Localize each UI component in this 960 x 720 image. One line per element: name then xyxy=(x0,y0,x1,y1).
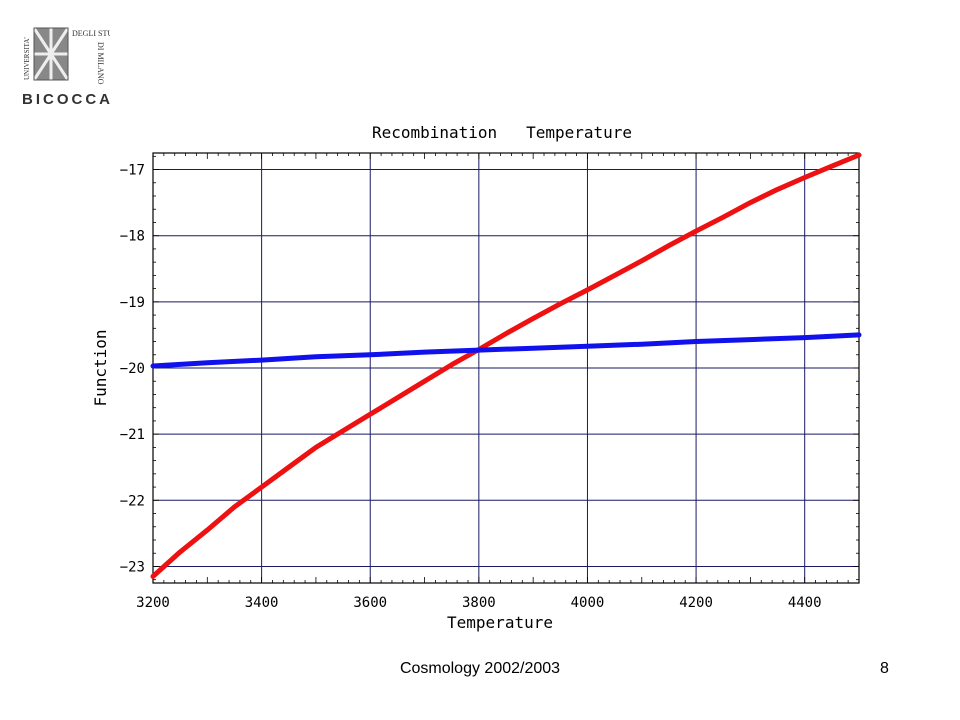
x-tick-label: 3800 xyxy=(462,595,496,611)
x-tick-label: 3400 xyxy=(245,595,279,611)
x-tick-label: 3600 xyxy=(353,595,387,611)
university-logo: UNIVERSITA' DEGLI STUDI DI MILANO BICOCC… xyxy=(22,27,110,108)
footer-course-title: Cosmology 2002/2003 xyxy=(399,660,561,677)
logo-text-bicocca: BICOCCA xyxy=(22,91,110,108)
y-tick-label: −22 xyxy=(120,493,145,509)
data-series xyxy=(150,152,862,579)
y-tick-label: −18 xyxy=(120,229,145,245)
series-line-1 xyxy=(150,152,862,579)
chart-title: Recombination Temperature xyxy=(372,123,632,142)
x-tick-label: 3200 xyxy=(136,595,170,611)
page-number: 8 xyxy=(880,660,889,677)
y-tick-label: −23 xyxy=(120,559,145,575)
y-tick-label: −19 xyxy=(120,295,145,311)
logo-emblem-icon xyxy=(32,27,70,81)
y-tick-label: −20 xyxy=(120,361,145,377)
x-tick-label: 4200 xyxy=(679,595,713,611)
y-axis-label: Function xyxy=(91,329,110,406)
y-tick-label: −17 xyxy=(120,163,145,179)
tick-labels: 3200 3400 3600 3800 4000 4200 4400 −17 −18 −19 −20… xyxy=(120,163,822,611)
logo-text-degli-studi: DEGLI STUDI xyxy=(72,29,110,38)
x-tick-label: 4000 xyxy=(571,595,605,611)
series-line-2 xyxy=(150,332,862,369)
logo-text-di-milano: DI MILANO xyxy=(96,42,105,85)
grid-lines xyxy=(153,153,859,583)
logo-text-universita: UNIVERSITA' xyxy=(23,37,31,80)
x-tick-label: 4400 xyxy=(788,595,822,611)
y-tick-label: −21 xyxy=(120,427,145,443)
x-axis-label: Temperature xyxy=(447,613,553,632)
